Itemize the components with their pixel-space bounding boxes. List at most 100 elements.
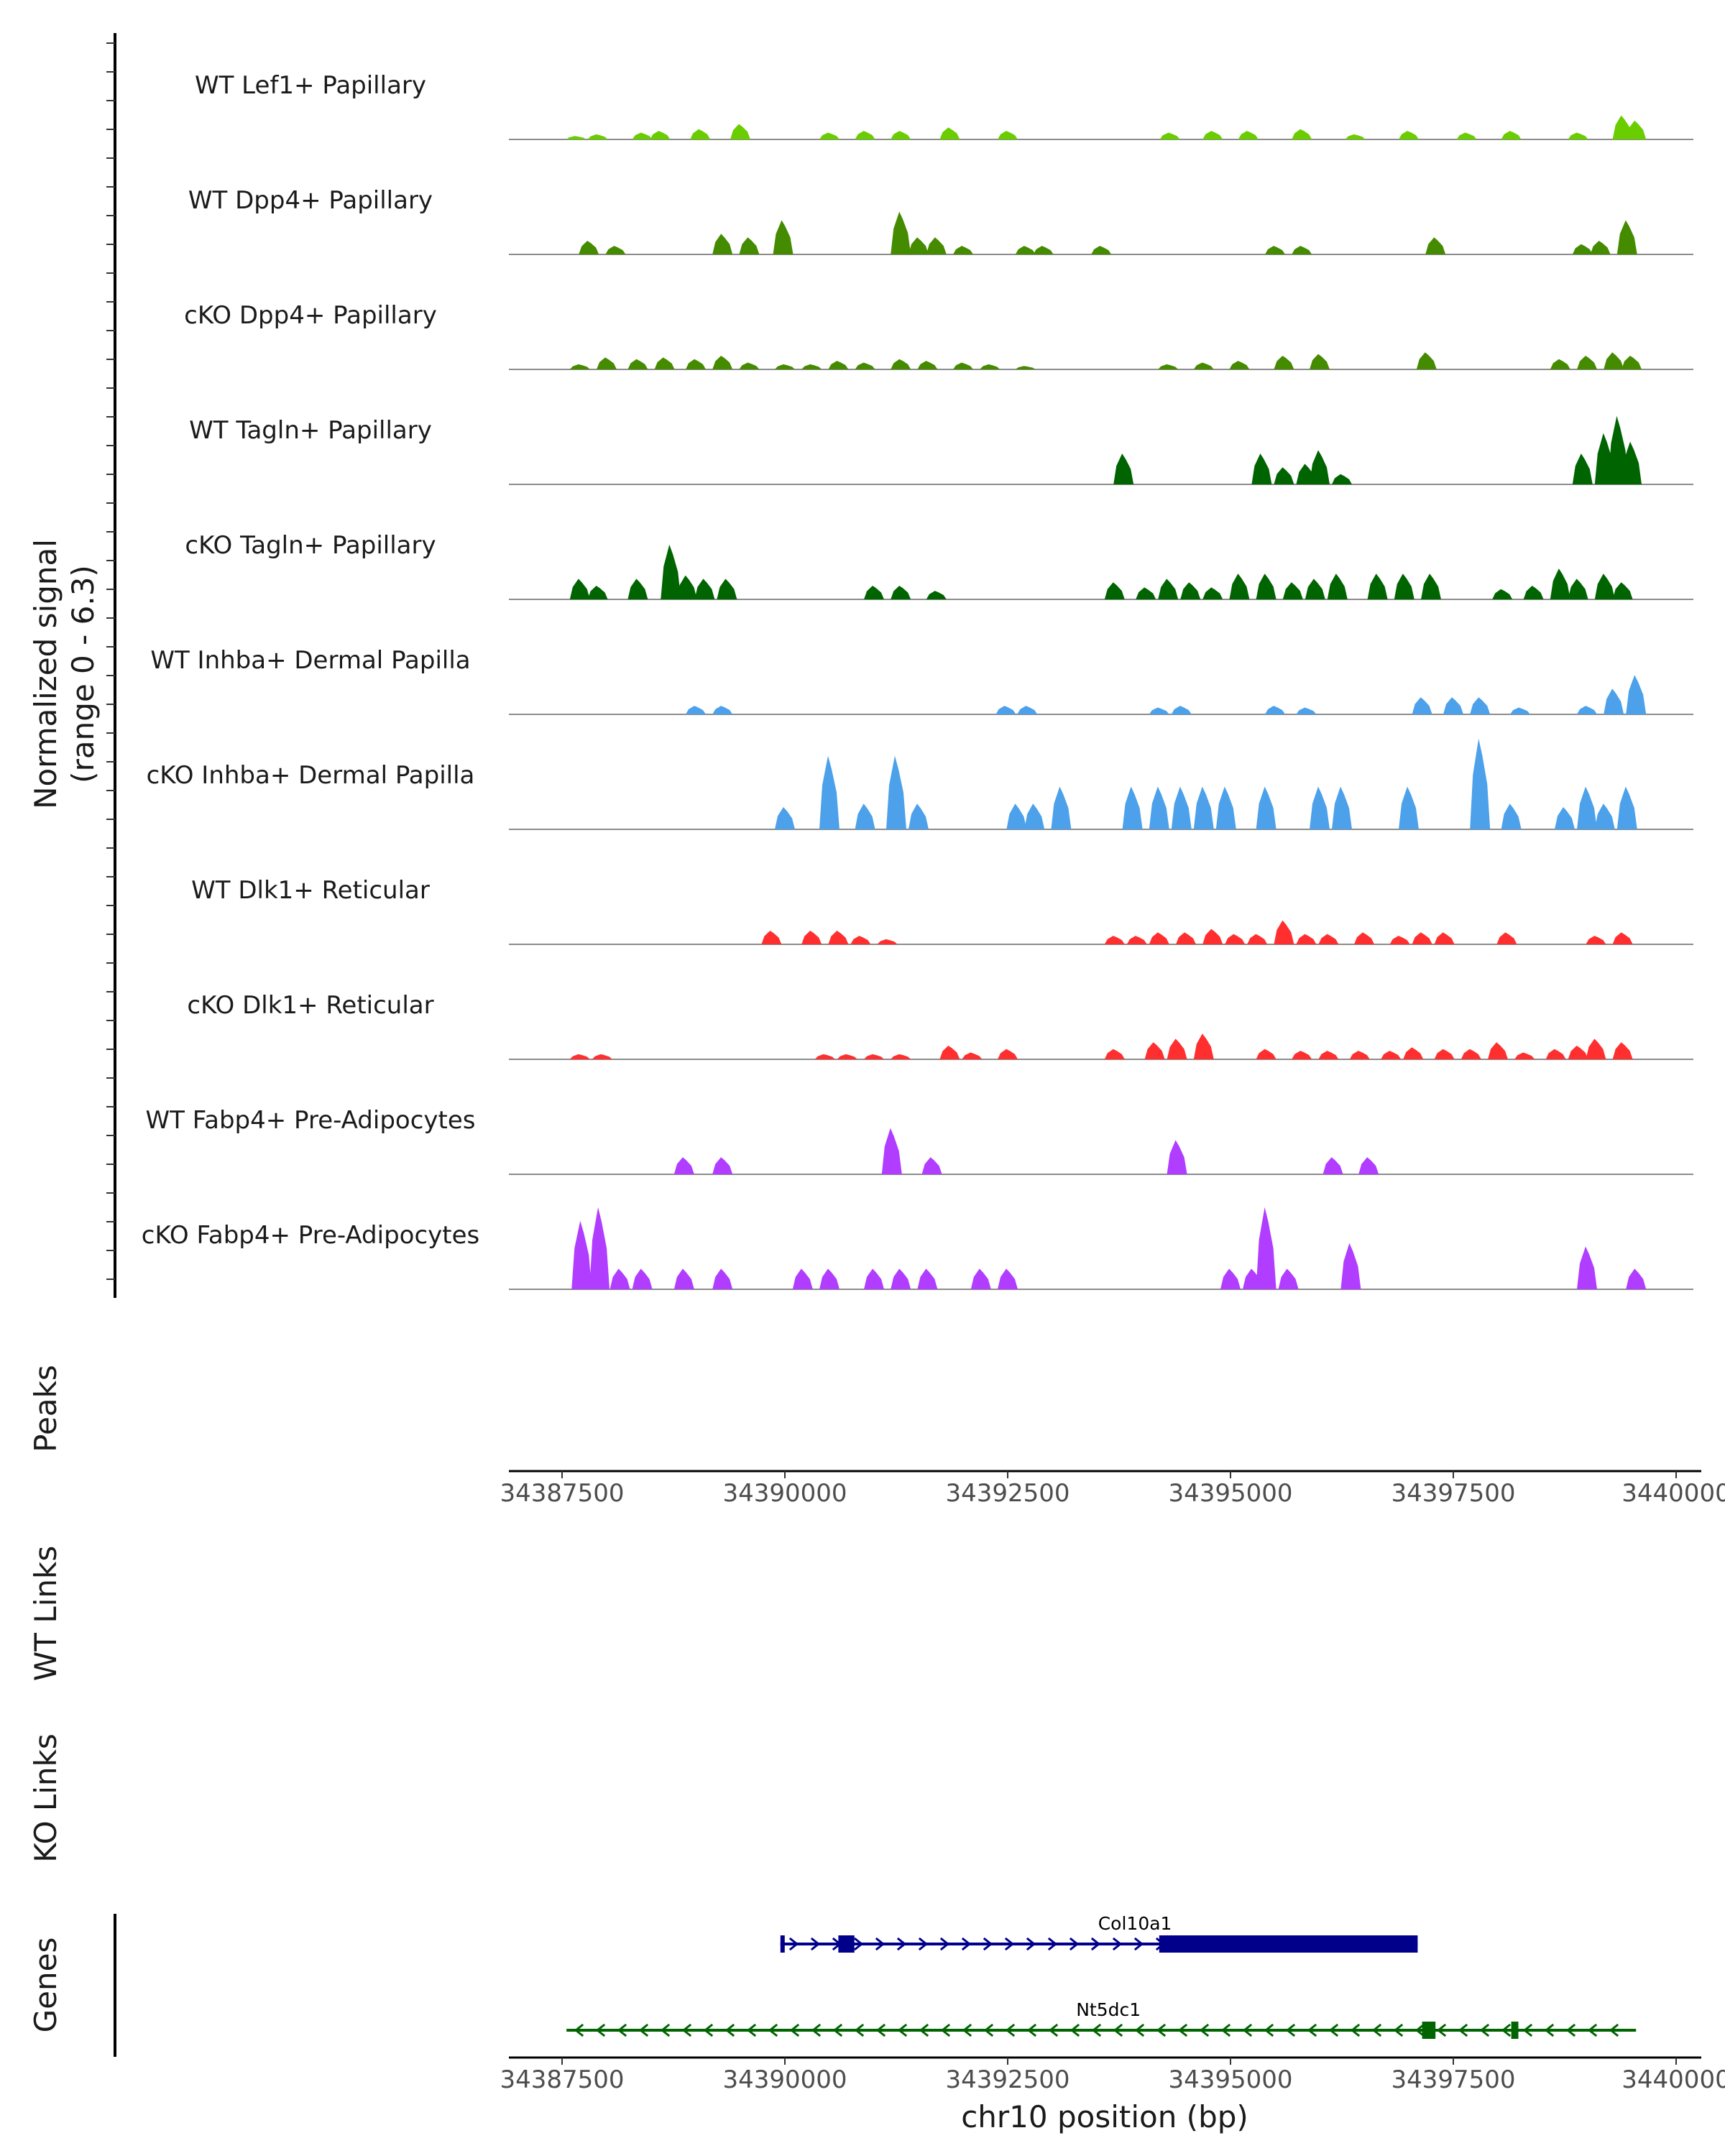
signal-peak (1215, 786, 1236, 829)
strand-arrow (918, 1937, 929, 1951)
signal-peak (1292, 129, 1312, 139)
signal-peak (1403, 1047, 1424, 1059)
strand-arrow (897, 2023, 908, 2037)
signal-peak (891, 211, 911, 254)
signal-peak (1572, 244, 1593, 254)
signal-peak (828, 361, 849, 369)
signal-peak (1256, 1049, 1276, 1059)
strand-arrow (638, 2023, 649, 2037)
signal-peak (995, 706, 1016, 714)
x-tick-label: 34387500 (500, 1479, 624, 1508)
signal-peak (819, 132, 840, 139)
strand-arrow (1004, 1937, 1015, 1951)
signal-peak (1193, 362, 1214, 369)
signal-peak (801, 930, 822, 944)
signal-peak (1501, 803, 1522, 829)
strand-arrow (703, 2023, 714, 2037)
signal-peak (828, 930, 849, 944)
signal-peak (1051, 786, 1072, 829)
signal-peak (1604, 352, 1624, 369)
signal-peak (1626, 675, 1647, 714)
strand-arrow (574, 2023, 584, 2037)
track-label: WT Tagln+ Papillary (189, 416, 432, 445)
signal-peak (1229, 361, 1250, 369)
signal-peak (627, 359, 648, 369)
signal-peak (569, 364, 590, 369)
signal-peak (1412, 932, 1432, 944)
strand-arrow (1242, 2023, 1253, 2037)
signal-peak (1126, 936, 1147, 944)
signal-axis (106, 33, 116, 1298)
strand-arrow (961, 1937, 972, 1951)
strand-arrow (1587, 2023, 1598, 2037)
strand-arrow (1350, 2023, 1361, 2037)
signal-peak (1470, 738, 1491, 829)
signal-peak (855, 362, 875, 369)
strand-arrow (1177, 2023, 1188, 2037)
strand-arrow (768, 2023, 778, 2037)
signal-peak (661, 544, 681, 599)
signal-peak (1594, 573, 1615, 599)
track: WT Dpp4+ Papillary (188, 186, 1693, 255)
signal-peak (891, 1054, 911, 1059)
signal-peak (850, 936, 871, 944)
signal-peak (1292, 246, 1312, 254)
gene-exon (838, 1935, 855, 1953)
strand-arrow (853, 1937, 864, 1951)
signal-peak (1394, 573, 1414, 599)
signal-axis-range: (range 0 - 6.3) (65, 565, 101, 783)
signal-peak (1514, 1052, 1535, 1059)
signal-peak (1149, 786, 1169, 829)
signal-peak (1176, 932, 1196, 944)
track-label: cKO Dlk1+ Reticular (187, 991, 433, 1020)
signal-peak (1381, 1051, 1402, 1059)
x-tick-label: 34390000 (722, 1479, 847, 1508)
x-tick-label: 34392500 (945, 2065, 1070, 2094)
signal-peak (1577, 786, 1597, 829)
signal-peak (694, 579, 715, 599)
signal-peak (1193, 1033, 1214, 1059)
signal-peak (1545, 1049, 1566, 1059)
signal-peak (1247, 934, 1268, 944)
signal-peak (673, 1157, 694, 1174)
signal-peak (1318, 1051, 1339, 1059)
strand-arrow (1199, 2023, 1210, 2037)
strand-arrow (1026, 1937, 1036, 1951)
strand-arrow (1005, 2023, 1016, 2037)
signal-peak (1292, 1051, 1312, 1059)
strand-arrow (811, 2023, 822, 2037)
signal-peak (921, 1157, 942, 1174)
gene-exon (1159, 1935, 1418, 1953)
signal-peak (579, 240, 599, 254)
signal-peak (1310, 450, 1330, 484)
signal-peak (1622, 355, 1642, 369)
signal-peak (739, 237, 760, 254)
signal-peak (1399, 131, 1419, 139)
signal-peak (1389, 936, 1410, 944)
signal-peak (1256, 786, 1276, 829)
signal-peak (1251, 453, 1272, 484)
signal-peak (1594, 803, 1615, 829)
strand-arrow (1307, 2023, 1317, 2037)
signal-peak (1434, 1049, 1455, 1059)
signal-peak (1091, 246, 1112, 254)
signal-peak (1612, 932, 1633, 944)
signal-peak (712, 355, 733, 369)
genes-panel-label: Genes (28, 1938, 63, 2033)
gene-label: Col10a1 (1098, 1913, 1172, 1934)
signal-peak (673, 1268, 694, 1289)
strand-arrow (746, 2023, 757, 2037)
strand-arrow (1522, 2023, 1533, 2037)
strand-arrow (1090, 1937, 1101, 1951)
strand-arrow (1414, 2023, 1425, 2037)
signal-peak (1006, 803, 1027, 829)
x-tick-label: 34392500 (945, 1479, 1070, 1508)
signal-peak (970, 1268, 991, 1289)
track-label: WT Inhba+ Dermal Papilla (150, 646, 470, 675)
signal-peak (1024, 803, 1045, 829)
strand-arrow (940, 2023, 951, 2037)
signal-peak (1033, 246, 1054, 254)
signal-peak (1265, 246, 1285, 254)
strand-arrow (1501, 2023, 1512, 2037)
signal-peak (1550, 568, 1570, 599)
